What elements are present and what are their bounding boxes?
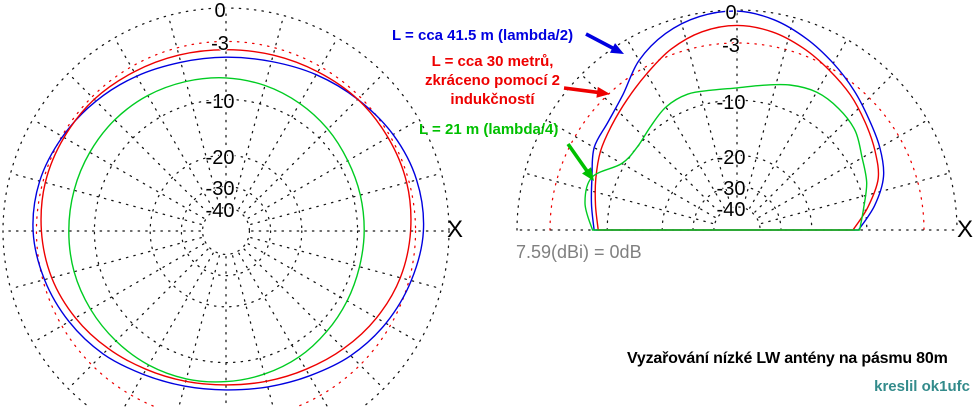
grid-spoke: [32, 243, 205, 344]
pattern-curve-shortened30m: [40, 49, 412, 386]
grid-spoke: [754, 73, 894, 213]
grid-spoke: [32, 118, 205, 219]
grid-spoke: [67, 248, 209, 390]
grid-ring--10db: [93, 98, 359, 364]
grid-spoke: [749, 38, 848, 209]
grid-spoke: [238, 37, 339, 210]
grid-ring--40db: [713, 206, 761, 231]
elevation-pattern-chart: [516, 9, 958, 231]
gain-normalization-note: 7.59(dBi) = 0dB: [516, 242, 642, 262]
grid-spoke: [742, 16, 795, 207]
azimuth-pattern-chart: [2, 7, 450, 407]
pattern-curve-lambda2: [32, 56, 425, 391]
grid-spoke: [67, 72, 209, 214]
pattern-curve-lambda2: [590, 10, 885, 231]
grid-spoke: [238, 252, 329, 407]
grid-spoke: [250, 172, 443, 225]
pattern-curve-lambda4: [584, 83, 868, 231]
grid-spoke: [626, 38, 725, 209]
grid-ring--10db: [606, 99, 868, 231]
grid-spoke: [9, 172, 202, 225]
legend-label-lambda4: L = 21 m (lambda/4): [419, 121, 559, 138]
x-axis-label-right-chart: X: [957, 216, 974, 243]
grid-spoke: [178, 255, 220, 407]
grid-ring--30db: [180, 185, 272, 277]
grid-ring--30db: [692, 185, 782, 231]
grid-spoke: [123, 252, 214, 407]
author-credit: kreslil ok1ufc: [874, 378, 970, 395]
grid-spoke: [250, 237, 443, 290]
arrow-blue-head: [609, 43, 624, 54]
grid-ring--40db: [201, 206, 251, 256]
arrow-blue: [585, 32, 624, 54]
grid-spoke: [232, 255, 274, 407]
x-axis-label-left-chart: X: [447, 216, 464, 243]
legend-label-shortened30m-line3: indukčností: [450, 91, 535, 108]
grid-spoke: [247, 243, 420, 344]
grid-spoke: [545, 119, 716, 218]
grid-spoke: [679, 16, 732, 207]
arrow-green: [566, 142, 594, 181]
pattern-curve-shortened30m: [594, 24, 880, 231]
figure-title: Vyzařování nízké LW antény na pásmu 80m: [627, 350, 948, 367]
arrow-red: [563, 86, 610, 98]
grid-spoke: [243, 248, 385, 390]
pattern-curve-lambda4: [68, 77, 365, 383]
arrow-red-shaft: [563, 86, 604, 95]
grid-spoke: [9, 237, 202, 290]
grid-spoke: [243, 72, 385, 214]
grid-spoke: [167, 14, 220, 207]
arrow-green-head: [582, 167, 594, 181]
grid-spoke: [758, 119, 929, 218]
grid-spoke: [232, 14, 285, 207]
grid-ring--20db: [149, 154, 303, 308]
grid-ring-0db: [516, 9, 958, 231]
grid-spoke: [247, 118, 420, 219]
legend-label-shortened30m-line1: L = cca 30 metrů,: [431, 53, 554, 70]
legend-label-shortened30m-line2: zkráceno pomocí 2: [424, 72, 561, 89]
grid-ring--3db: [35, 40, 417, 407]
legend-label-lambda2: L = cca 41.5 m (lambda/2): [392, 27, 574, 44]
arrow-red-head: [596, 86, 610, 98]
grid-spoke: [113, 37, 214, 210]
grid-ring-0db: [2, 7, 450, 407]
arrow-green-shaft: [566, 142, 592, 177]
legend-label-shortened30m: L = cca 30 metrů, zkráceno pomocí 2 indu…: [390, 52, 595, 109]
